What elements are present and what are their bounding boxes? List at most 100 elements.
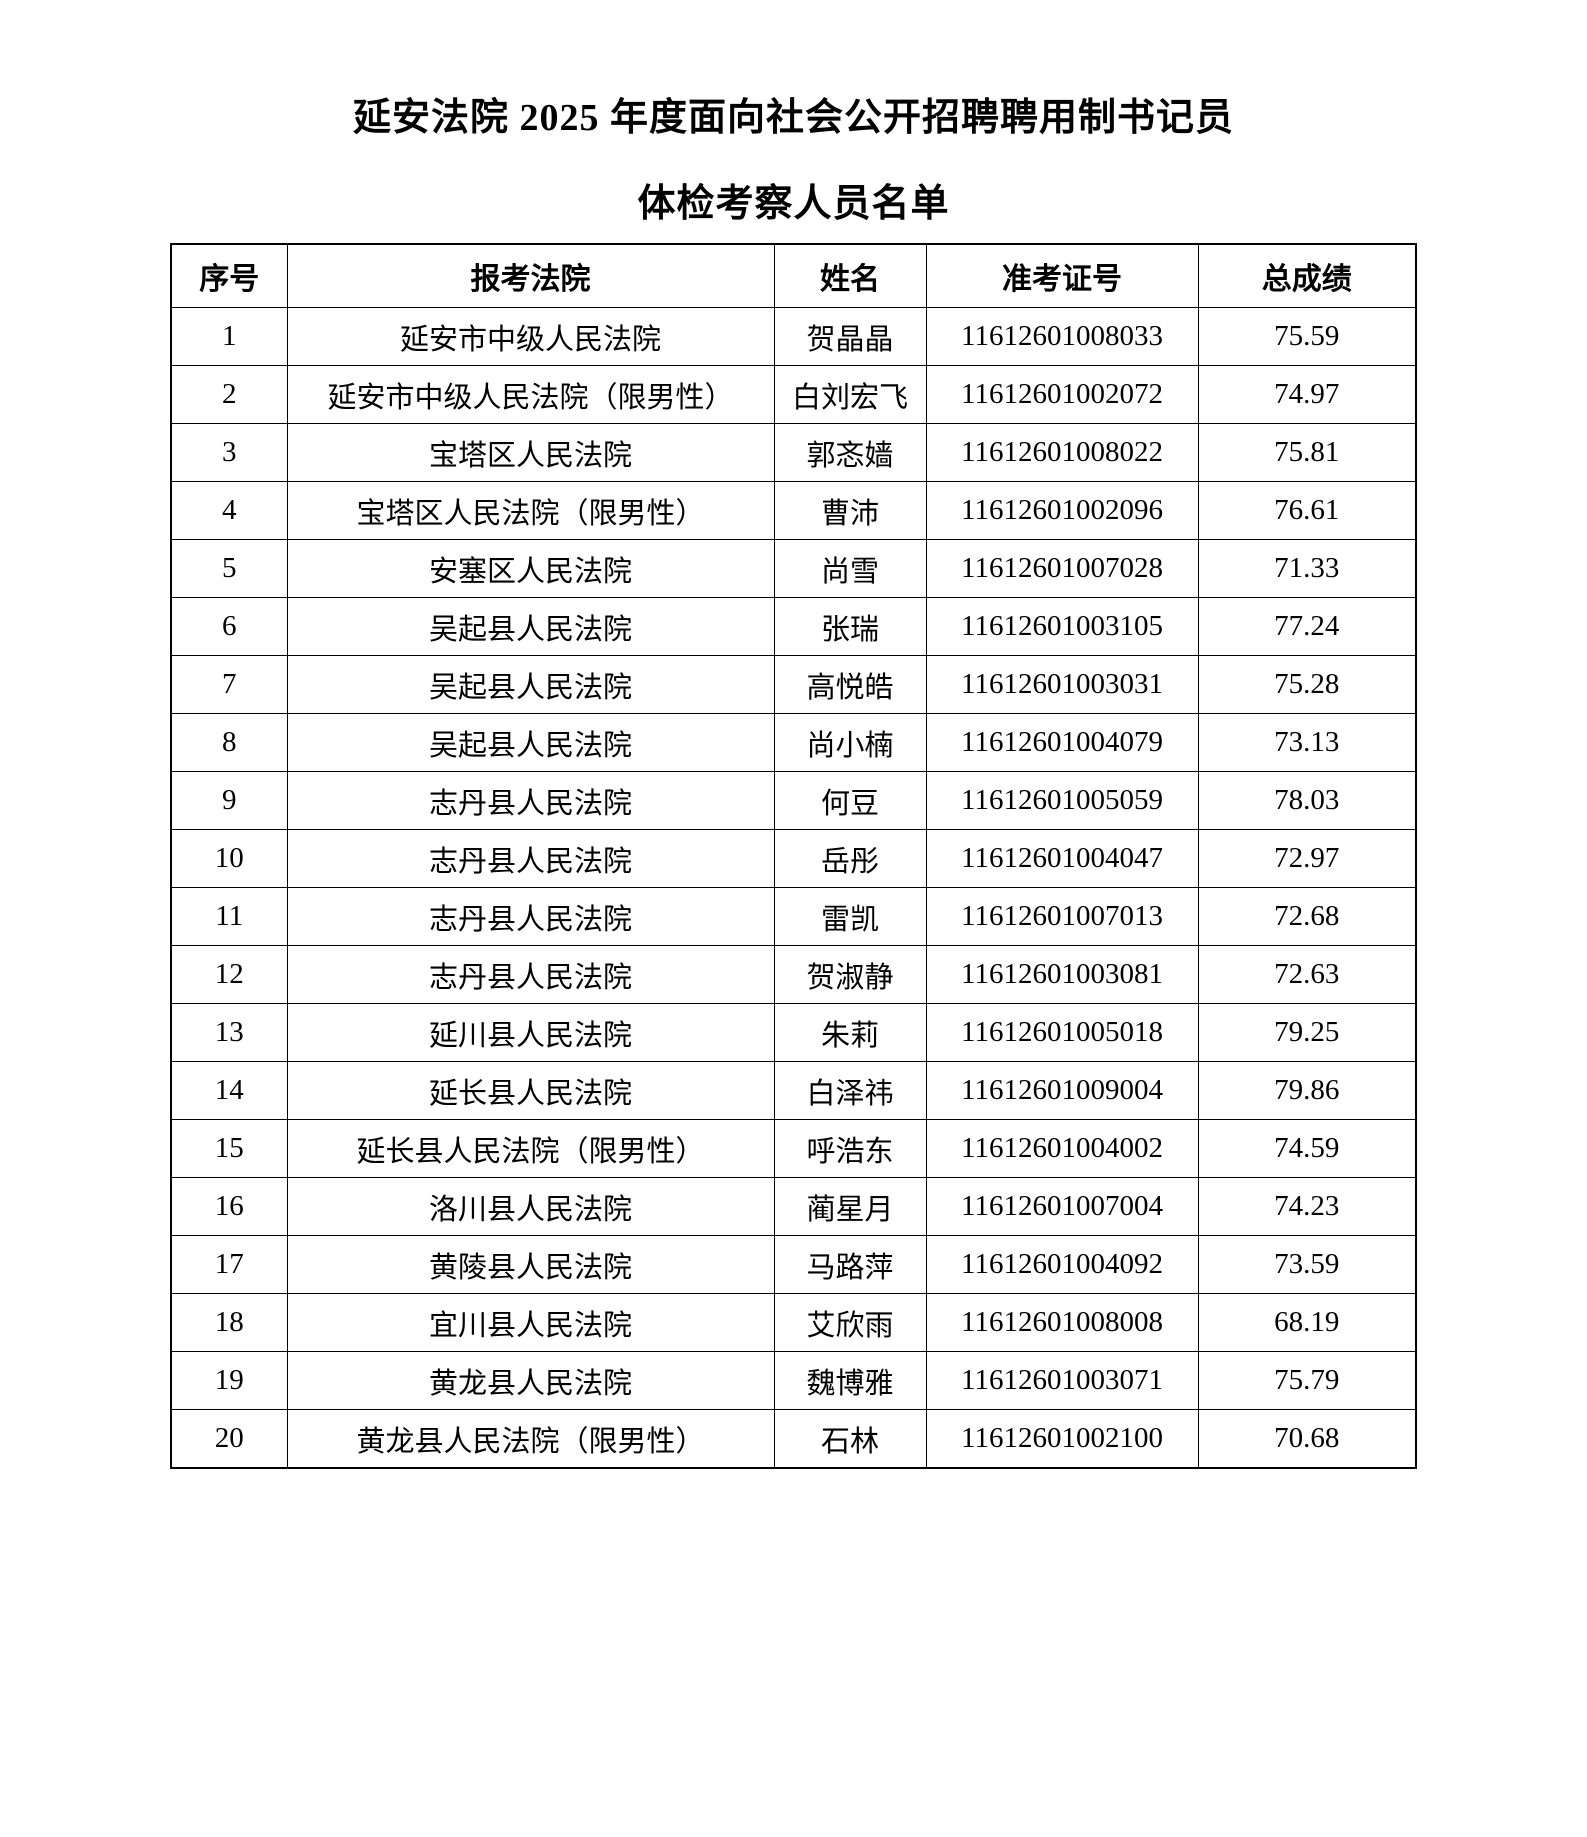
cell-name: 何豆 <box>773 771 927 831</box>
cell-score: 79.25 <box>1197 1003 1417 1063</box>
cell-name: 高悦皓 <box>773 655 927 715</box>
cell-name: 贺淑静 <box>773 945 927 1005</box>
table-row: 20 黄龙县人民法院（限男性） 石林 11612601002100 70.68 <box>170 1409 1417 1469</box>
cell-name: 曹沛 <box>773 481 927 541</box>
cell-name: 岳彤 <box>773 829 927 889</box>
cell-score: 72.68 <box>1197 887 1417 947</box>
table-row: 10 志丹县人民法院 岳彤 11612601004047 72.97 <box>170 829 1417 889</box>
cell-score: 76.61 <box>1197 481 1417 541</box>
document-page: 延安法院 2025 年度面向社会公开招聘聘用制书记员 体检考察人员名单 序号 报… <box>170 97 1417 1470</box>
table-body: 1 延安市中级人民法院 贺晶晶 11612601008033 75.59 2 延… <box>170 307 1417 1469</box>
cell-no: 13 <box>170 1003 288 1063</box>
cell-court: 志丹县人民法院 <box>286 945 775 1005</box>
table-row: 3 宝塔区人民法院 郭忞嫱 11612601008022 75.81 <box>170 423 1417 483</box>
cell-name: 尚雪 <box>773 539 927 599</box>
cell-score: 75.79 <box>1197 1351 1417 1411</box>
cell-ticket: 11612601007028 <box>925 539 1199 599</box>
cell-score: 78.03 <box>1197 771 1417 831</box>
cell-court: 宝塔区人民法院（限男性） <box>286 481 775 541</box>
cell-name: 郭忞嫱 <box>773 423 927 483</box>
cell-court: 黄龙县人民法院 <box>286 1351 775 1411</box>
table-row: 18 宜川县人民法院 艾欣雨 11612601008008 68.19 <box>170 1293 1417 1353</box>
cell-ticket: 11612601003105 <box>925 597 1199 657</box>
table-row: 16 洛川县人民法院 蔺星月 11612601007004 74.23 <box>170 1177 1417 1237</box>
cell-no: 5 <box>170 539 288 599</box>
cell-score: 68.19 <box>1197 1293 1417 1353</box>
candidate-table: 序号 报考法院 姓名 准考证号 总成绩 1 延安市中级人民法院 贺晶晶 1161… <box>170 243 1417 1470</box>
cell-ticket: 11612601004047 <box>925 829 1199 889</box>
cell-court: 延长县人民法院 <box>286 1061 775 1121</box>
cell-court: 志丹县人民法院 <box>286 829 775 889</box>
column-header-name: 姓名 <box>773 243 927 309</box>
cell-score: 70.68 <box>1197 1409 1417 1469</box>
table-row: 7 吴起县人民法院 高悦皓 11612601003031 75.28 <box>170 655 1417 715</box>
cell-no: 17 <box>170 1235 288 1295</box>
column-header-court: 报考法院 <box>286 243 775 309</box>
cell-no: 16 <box>170 1177 288 1237</box>
cell-no: 12 <box>170 945 288 1005</box>
cell-ticket: 11612601004079 <box>925 713 1199 773</box>
document-title-line2: 体检考察人员名单 <box>637 182 950 225</box>
table-row: 8 吴起县人民法院 尚小楠 11612601004079 73.13 <box>170 713 1417 773</box>
cell-no: 8 <box>170 713 288 773</box>
cell-ticket: 11612601003081 <box>925 945 1199 1005</box>
cell-ticket: 11612601003031 <box>925 655 1199 715</box>
cell-name: 石林 <box>773 1409 927 1469</box>
cell-score: 74.97 <box>1197 365 1417 425</box>
cell-court: 吴起县人民法院 <box>286 655 775 715</box>
table-row: 9 志丹县人民法院 何豆 11612601005059 78.03 <box>170 771 1417 831</box>
cell-court: 志丹县人民法院 <box>286 887 775 947</box>
cell-court: 志丹县人民法院 <box>286 771 775 831</box>
cell-no: 1 <box>170 307 288 367</box>
cell-name: 尚小楠 <box>773 713 927 773</box>
cell-ticket: 11612601004002 <box>925 1119 1199 1179</box>
cell-ticket: 11612601007004 <box>925 1177 1199 1237</box>
cell-score: 75.81 <box>1197 423 1417 483</box>
table-row: 4 宝塔区人民法院（限男性） 曹沛 11612601002096 76.61 <box>170 481 1417 541</box>
cell-no: 2 <box>170 365 288 425</box>
cell-court: 洛川县人民法院 <box>286 1177 775 1237</box>
cell-score: 72.97 <box>1197 829 1417 889</box>
table-row: 19 黄龙县人民法院 魏博雅 11612601003071 75.79 <box>170 1351 1417 1411</box>
cell-score: 77.24 <box>1197 597 1417 657</box>
document-title-line1: 延安法院 2025 年度面向社会公开招聘聘用制书记员 <box>352 97 1234 139</box>
cell-name: 雷凯 <box>773 887 927 947</box>
cell-court: 延川县人民法院 <box>286 1003 775 1063</box>
cell-ticket: 11612601002072 <box>925 365 1199 425</box>
cell-name: 马路萍 <box>773 1235 927 1295</box>
cell-court: 宝塔区人民法院 <box>286 423 775 483</box>
table-header-row: 序号 报考法院 姓名 准考证号 总成绩 <box>170 243 1417 309</box>
cell-no: 9 <box>170 771 288 831</box>
table-header: 序号 报考法院 姓名 准考证号 总成绩 <box>170 243 1417 309</box>
cell-no: 3 <box>170 423 288 483</box>
cell-no: 7 <box>170 655 288 715</box>
cell-no: 10 <box>170 829 288 889</box>
column-header-score: 总成绩 <box>1197 243 1417 309</box>
cell-score: 74.23 <box>1197 1177 1417 1237</box>
column-header-no: 序号 <box>170 243 288 309</box>
cell-no: 19 <box>170 1351 288 1411</box>
cell-no: 14 <box>170 1061 288 1121</box>
table-row: 5 安塞区人民法院 尚雪 11612601007028 71.33 <box>170 539 1417 599</box>
cell-score: 72.63 <box>1197 945 1417 1005</box>
table-row: 6 吴起县人民法院 张瑞 11612601003105 77.24 <box>170 597 1417 657</box>
cell-ticket: 11612601009004 <box>925 1061 1199 1121</box>
cell-court: 安塞区人民法院 <box>286 539 775 599</box>
cell-name: 贺晶晶 <box>773 307 927 367</box>
cell-ticket: 11612601008008 <box>925 1293 1199 1353</box>
cell-ticket: 11612601004092 <box>925 1235 1199 1295</box>
table-row: 12 志丹县人民法院 贺淑静 11612601003081 72.63 <box>170 945 1417 1005</box>
table-row: 14 延长县人民法院 白泽祎 11612601009004 79.86 <box>170 1061 1417 1121</box>
cell-score: 71.33 <box>1197 539 1417 599</box>
table-row: 2 延安市中级人民法院（限男性） 白刘宏飞 11612601002072 74.… <box>170 365 1417 425</box>
cell-score: 75.28 <box>1197 655 1417 715</box>
cell-court: 黄陵县人民法院 <box>286 1235 775 1295</box>
cell-name: 张瑞 <box>773 597 927 657</box>
cell-score: 74.59 <box>1197 1119 1417 1179</box>
cell-name: 呼浩东 <box>773 1119 927 1179</box>
cell-ticket: 11612601008033 <box>925 307 1199 367</box>
cell-ticket: 11612601002100 <box>925 1409 1199 1469</box>
cell-ticket: 11612601005018 <box>925 1003 1199 1063</box>
cell-score: 75.59 <box>1197 307 1417 367</box>
cell-score: 79.86 <box>1197 1061 1417 1121</box>
